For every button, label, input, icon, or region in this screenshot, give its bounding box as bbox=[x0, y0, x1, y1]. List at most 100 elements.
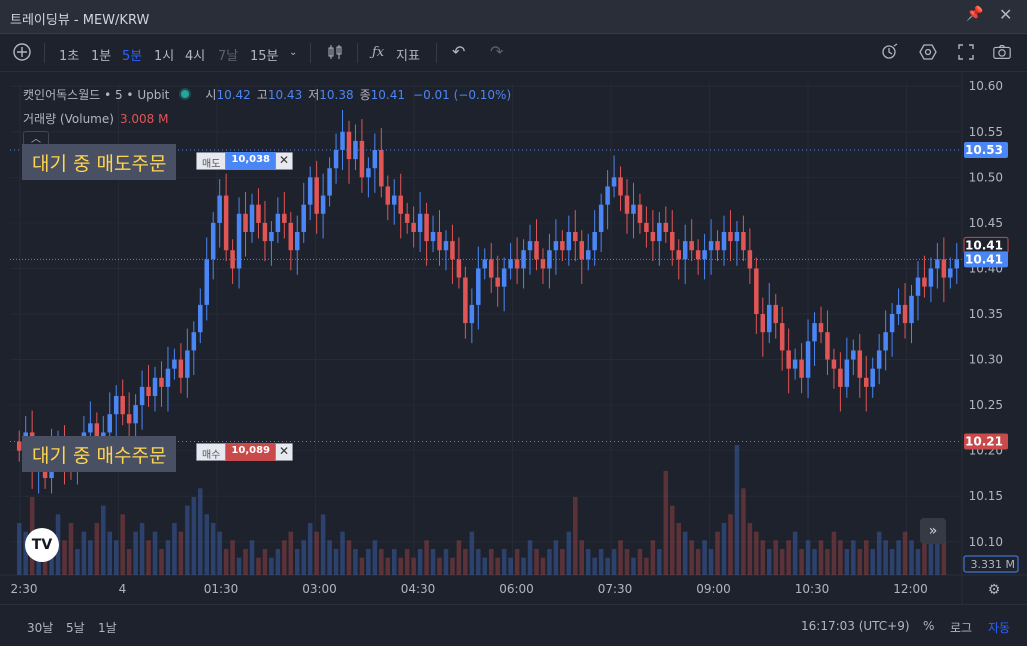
candle-body bbox=[120, 396, 125, 415]
volume-bar bbox=[437, 557, 442, 575]
fullscreen-icon[interactable] bbox=[956, 42, 976, 62]
volume-bar bbox=[346, 540, 352, 575]
candle-body bbox=[152, 377, 158, 396]
candle-body bbox=[178, 359, 184, 378]
candle-body bbox=[902, 304, 908, 324]
candles-icon[interactable] bbox=[325, 42, 345, 62]
interval-5m[interactable]: 5분 bbox=[122, 49, 143, 64]
tradingview-logo[interactable]: TV bbox=[25, 528, 59, 562]
chevron-down-icon[interactable]: ⌄ bbox=[289, 47, 298, 58]
close-icon[interactable]: ✕ bbox=[999, 5, 1013, 24]
candle-body bbox=[734, 232, 740, 242]
range-1d[interactable]: 1날 bbox=[98, 621, 117, 635]
volume-bar bbox=[443, 549, 449, 575]
candle-body bbox=[695, 250, 701, 260]
volume-bar bbox=[766, 549, 772, 575]
candle-body bbox=[411, 222, 416, 232]
volume-bar bbox=[851, 540, 856, 575]
buy-order-amount[interactable]: 10,089 bbox=[226, 443, 275, 461]
percent-toggle[interactable]: % bbox=[923, 619, 935, 633]
candle-body bbox=[16, 441, 22, 451]
candle-body bbox=[463, 277, 468, 324]
cancel-sell-order-icon[interactable]: ✕ bbox=[275, 152, 293, 170]
volume-bar bbox=[896, 540, 901, 575]
sell-price-tag-bg bbox=[964, 142, 1008, 158]
axis-settings-icon[interactable]: ⚙ bbox=[988, 582, 1001, 598]
candle-body bbox=[876, 350, 882, 369]
low-label: 저 bbox=[308, 88, 320, 102]
candle-body bbox=[896, 304, 901, 314]
volume-bar bbox=[359, 557, 365, 575]
candle-body bbox=[851, 350, 856, 360]
redo-icon[interactable]: ↷ bbox=[490, 42, 504, 61]
interval-4h[interactable]: 4시 bbox=[185, 49, 206, 64]
volume-bar bbox=[249, 540, 255, 575]
sell-price-tag: 10.53 bbox=[965, 143, 1003, 157]
market-status-icon bbox=[181, 90, 190, 98]
candle-body bbox=[935, 259, 940, 269]
candle-body bbox=[948, 268, 953, 278]
volume-bar bbox=[870, 549, 875, 575]
alert-icon[interactable] bbox=[880, 42, 900, 62]
candle-body bbox=[754, 268, 759, 314]
volume-bar bbox=[314, 531, 319, 575]
camera-icon[interactable] bbox=[992, 42, 1012, 62]
interval-1m[interactable]: 1분 bbox=[91, 49, 112, 64]
price-chart[interactable]: 10.6010.5510.5010.4510.4010.3510.3010.25… bbox=[0, 73, 1027, 604]
candle-body bbox=[366, 168, 371, 178]
sell-order-chip[interactable]: 매도 10,038 ✕ bbox=[196, 152, 293, 170]
interval-1h[interactable]: 1시 bbox=[154, 49, 175, 64]
interval-1s[interactable]: 1초 bbox=[59, 49, 80, 64]
interval-7d[interactable]: 7날 bbox=[218, 49, 239, 64]
undo-icon[interactable]: ↶ bbox=[452, 42, 466, 61]
x-tick-label: 2:30 bbox=[11, 582, 38, 596]
volume-bar bbox=[185, 505, 190, 575]
candle-body bbox=[327, 168, 332, 196]
log-toggle[interactable]: 로그 bbox=[950, 621, 973, 635]
volume-bar bbox=[68, 523, 74, 575]
y-tick-label: 10.35 bbox=[969, 307, 1003, 321]
volume-bar bbox=[340, 531, 345, 575]
candle-body bbox=[585, 250, 591, 260]
candle-body bbox=[870, 368, 875, 387]
toolbar-divider bbox=[436, 43, 437, 63]
function-icon[interactable]: ƒx bbox=[372, 45, 385, 60]
volume-bar bbox=[592, 557, 597, 575]
x-tick-label: 09:00 bbox=[696, 582, 731, 596]
candle-body bbox=[631, 204, 636, 214]
cancel-buy-order-icon[interactable]: ✕ bbox=[275, 443, 293, 461]
candle-body bbox=[618, 177, 623, 196]
interval-15m[interactable]: 15분 bbox=[250, 49, 279, 64]
candle-body bbox=[482, 259, 488, 269]
x-tick-label: 04:30 bbox=[401, 582, 436, 596]
volume-bar bbox=[223, 549, 229, 575]
bottom-bar: 30날 5날 1날 16:17:03 (UTC+9) % 로그 자동 bbox=[0, 604, 1027, 646]
candle-body bbox=[534, 241, 539, 260]
sell-order-amount[interactable]: 10,038 bbox=[226, 152, 275, 170]
candle-body bbox=[165, 368, 171, 387]
clock[interactable]: 16:17:03 (UTC+9) bbox=[801, 619, 910, 633]
candle-body bbox=[624, 195, 630, 214]
volume-bar bbox=[198, 488, 203, 575]
candle-body bbox=[139, 386, 145, 406]
volume-bar bbox=[385, 557, 391, 575]
window-title: 트레이딩뷰 - MEW/KRW bbox=[10, 13, 150, 28]
chart-area[interactable]: 10.60 10.55 10.50 10.45 10.40 10.35 10.30 10.25… bbox=[0, 73, 1027, 604]
range-5d[interactable]: 5날 bbox=[66, 621, 85, 635]
candle-body bbox=[527, 241, 533, 251]
candle-body bbox=[314, 177, 319, 214]
pin-icon[interactable]: 📌 bbox=[966, 6, 984, 22]
scroll-to-realtime-button[interactable]: » bbox=[920, 518, 946, 544]
volume-bar bbox=[721, 523, 727, 575]
auto-toggle[interactable]: 자동 bbox=[988, 621, 1011, 635]
range-30d[interactable]: 30날 bbox=[27, 621, 54, 635]
indicators-button[interactable]: 지표 bbox=[396, 49, 420, 64]
candle-body bbox=[792, 359, 798, 369]
symbol-name[interactable]: 캣인어독스월드 • 5 • Upbit bbox=[23, 88, 170, 102]
buy-order-chip[interactable]: 매수 10,089 ✕ bbox=[196, 443, 293, 461]
add-symbol-icon[interactable] bbox=[12, 42, 32, 62]
candle-body bbox=[256, 204, 261, 223]
settings-icon[interactable] bbox=[918, 42, 938, 62]
volume-bar bbox=[928, 523, 934, 575]
candle-body bbox=[443, 241, 449, 251]
